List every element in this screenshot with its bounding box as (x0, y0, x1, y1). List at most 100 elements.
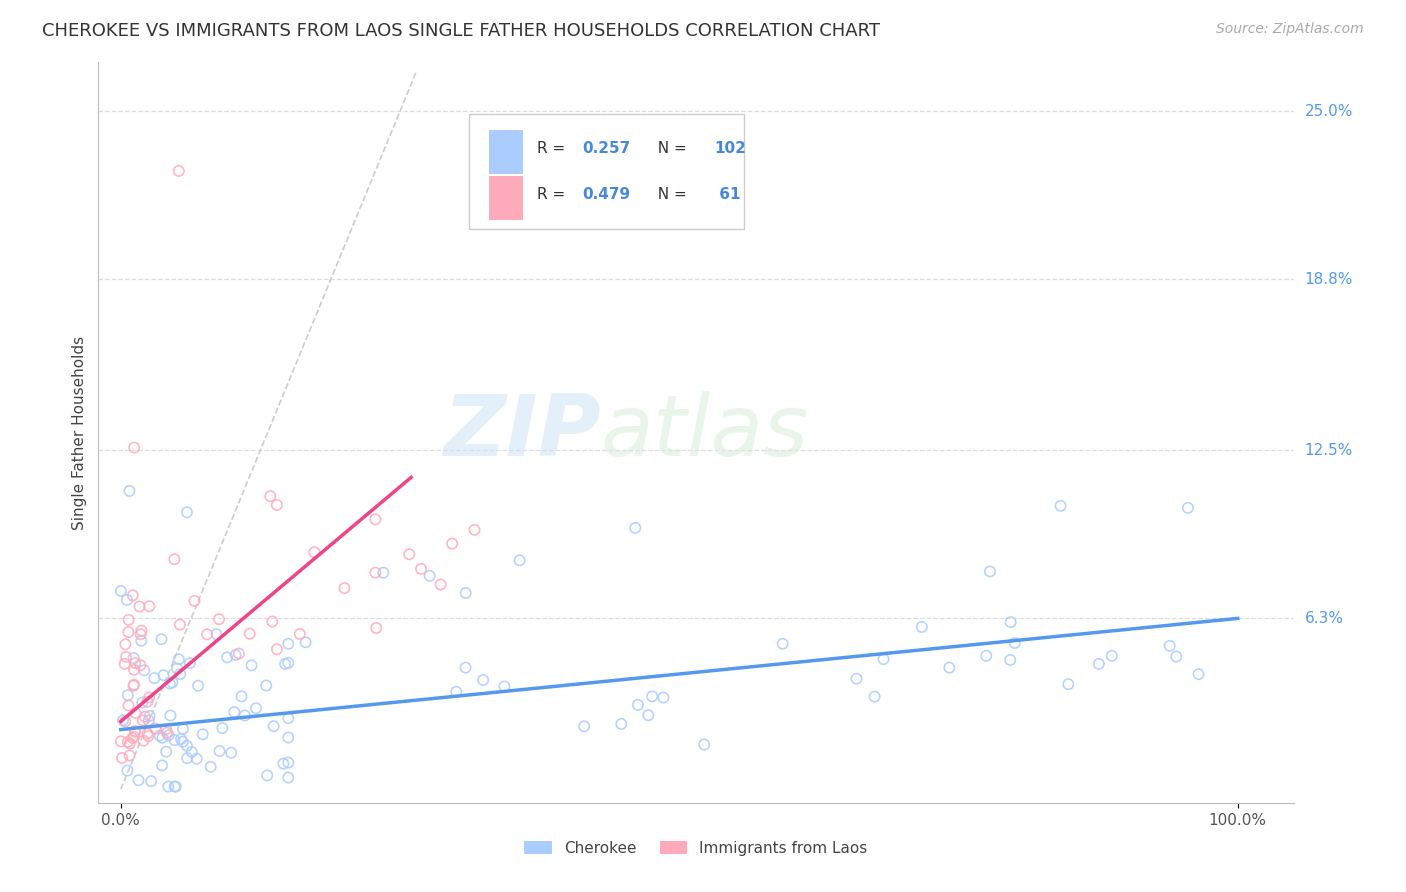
Point (150, 632, 173, 647)
Point (159, 676, 181, 690)
Point (872, 652, 894, 666)
Y-axis label: Single Father Households: Single Father Households (72, 335, 87, 530)
Point (641, 690, 664, 704)
Legend: Cherokee, Immigrants from Laos: Cherokee, Immigrants from Laos (519, 835, 873, 862)
Text: Source: ZipAtlas.com: Source: ZipAtlas.com (1216, 22, 1364, 37)
Point (155, 745, 177, 759)
Point (131, 624, 153, 638)
Point (277, 656, 299, 670)
Point (167, 164, 190, 178)
Point (176, 505, 198, 519)
Text: 18.8%: 18.8% (1305, 272, 1353, 287)
Point (163, 733, 186, 747)
Point (1004, 636, 1026, 650)
Point (121, 588, 143, 602)
Point (254, 678, 277, 692)
Point (176, 751, 198, 765)
Point (122, 679, 145, 693)
Point (121, 731, 143, 745)
Point (205, 627, 228, 641)
Point (169, 667, 191, 681)
Point (136, 726, 159, 740)
Point (256, 768, 278, 782)
Point (118, 737, 141, 751)
Point (128, 773, 150, 788)
Point (572, 719, 595, 733)
FancyBboxPatch shape (470, 114, 744, 229)
Point (163, 780, 186, 794)
Text: 12.5%: 12.5% (1305, 442, 1353, 458)
Point (150, 758, 173, 772)
Text: 25.0%: 25.0% (1305, 103, 1353, 119)
Point (1057, 677, 1080, 691)
Text: atlas: atlas (600, 391, 808, 475)
Point (180, 745, 202, 759)
Text: CHEROKEE VS IMMIGRANTS FROM LAOS SINGLE FATHER HOUSEHOLDS CORRELATION CHART: CHEROKEE VS IMMIGRANTS FROM LAOS SINGLE … (42, 22, 880, 40)
Point (124, 706, 146, 720)
Point (124, 724, 146, 739)
Point (165, 780, 187, 794)
Point (211, 721, 233, 735)
Point (110, 584, 132, 599)
Point (131, 696, 153, 710)
Point (124, 724, 146, 739)
Point (454, 660, 477, 674)
Point (157, 780, 180, 794)
Point (145, 722, 167, 736)
Point (167, 652, 190, 666)
Point (172, 722, 194, 736)
Text: R =: R = (537, 141, 571, 155)
Point (139, 774, 162, 789)
Point (1101, 648, 1123, 663)
Point (166, 661, 188, 675)
Point (208, 744, 231, 758)
Point (129, 627, 152, 641)
Text: R =: R = (537, 186, 571, 202)
Point (114, 657, 136, 671)
Point (122, 441, 145, 455)
Point (152, 668, 174, 682)
Point (156, 725, 179, 739)
Point (637, 708, 659, 723)
Point (176, 739, 198, 753)
Point (187, 679, 209, 693)
Text: 0.479: 0.479 (582, 186, 630, 202)
Point (373, 566, 395, 580)
Point (231, 690, 253, 704)
Point (179, 656, 201, 670)
Point (132, 733, 155, 747)
Point (117, 698, 139, 713)
Point (170, 732, 193, 747)
Point (163, 552, 186, 566)
Point (159, 708, 181, 723)
Point (136, 729, 159, 743)
Point (169, 617, 191, 632)
Point (117, 688, 139, 702)
Point (446, 685, 468, 699)
Point (1000, 653, 1022, 667)
Point (624, 521, 647, 535)
Point (200, 760, 222, 774)
Point (1187, 667, 1209, 681)
Point (115, 593, 138, 607)
Point (228, 647, 250, 661)
Point (117, 625, 139, 640)
Point (172, 734, 194, 748)
Point (111, 751, 134, 765)
Point (263, 719, 285, 733)
Point (294, 635, 316, 649)
Point (224, 705, 246, 719)
Point (122, 651, 145, 665)
Point (333, 581, 356, 595)
Point (138, 690, 160, 705)
Point (122, 678, 145, 692)
Point (117, 735, 139, 749)
Point (441, 536, 464, 550)
Point (111, 714, 134, 728)
Text: 61: 61 (714, 186, 741, 202)
Point (118, 748, 141, 763)
Point (627, 698, 650, 712)
Point (118, 483, 141, 498)
Point (974, 648, 997, 663)
Point (494, 680, 516, 694)
